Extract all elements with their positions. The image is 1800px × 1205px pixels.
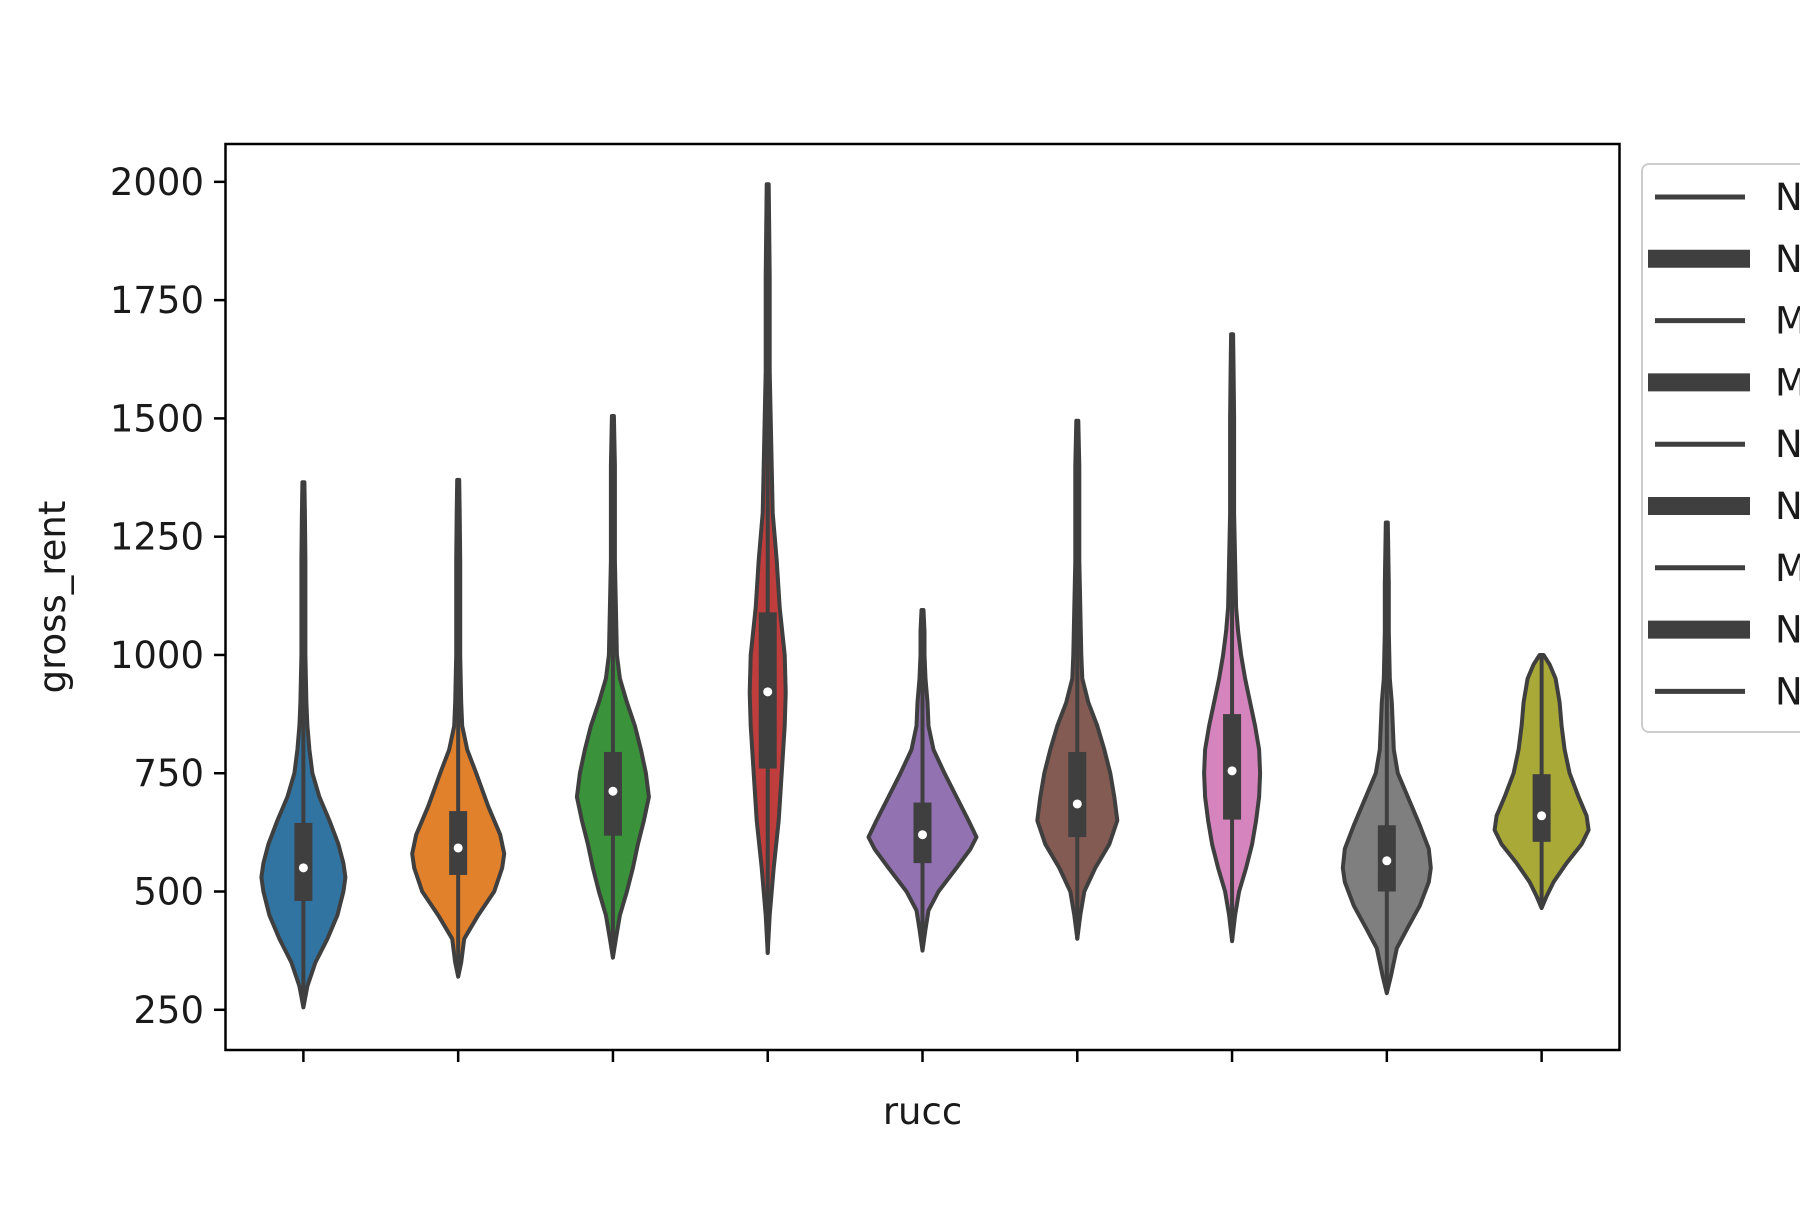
violin-iqr-box xyxy=(294,822,313,901)
violin-9 xyxy=(1492,653,1591,911)
violin-median-point xyxy=(1227,766,1237,776)
legend-label-4: M xyxy=(1775,361,1800,404)
legend-label-5: N xyxy=(1775,423,1800,466)
legend-label-7: M xyxy=(1775,547,1800,590)
legend-label-2: N xyxy=(1775,238,1800,281)
violin-7 xyxy=(1202,332,1263,944)
violin-median-point xyxy=(453,843,463,853)
violin-median-point xyxy=(1537,811,1547,821)
violin-iqr-box xyxy=(449,811,468,875)
violin-median-point xyxy=(1382,856,1392,866)
violins-group xyxy=(259,182,1591,1010)
y-tick-label: 750 xyxy=(133,752,204,795)
violin-iqr-box xyxy=(1532,774,1551,842)
violin-median-point xyxy=(763,687,773,697)
legend-label-6: N xyxy=(1775,485,1800,528)
violin-6 xyxy=(1035,418,1120,941)
y-tick-label: 500 xyxy=(133,871,204,914)
y-tick-label: 2000 xyxy=(110,161,204,204)
legend-label-1: N xyxy=(1775,176,1800,219)
violin-2 xyxy=(410,477,507,979)
violin-1 xyxy=(259,480,348,1010)
legend-label-9: N xyxy=(1775,670,1800,713)
y-tick-label: 1250 xyxy=(110,516,204,559)
y-tick-label: 250 xyxy=(133,989,204,1032)
x-axis xyxy=(302,1050,1543,1062)
violin-4 xyxy=(747,182,788,955)
x-axis-label: rucc xyxy=(883,1090,962,1133)
legend-label-8: N xyxy=(1775,609,1800,652)
y-tick-label: 1500 xyxy=(110,397,204,440)
y-tick-label: 1000 xyxy=(110,634,204,677)
y-tick-label: 1750 xyxy=(110,279,204,322)
violin-5 xyxy=(866,608,979,953)
violin-median-point xyxy=(608,786,618,796)
y-axis: 250 500 750 1000 1250 1500 1750 2000 xyxy=(110,161,226,1032)
legend-label-3: M xyxy=(1775,300,1800,343)
violin-iqr-box xyxy=(1068,751,1087,838)
violin-median-point xyxy=(1072,799,1082,809)
violin-median-point xyxy=(298,863,308,873)
y-axis-label: gross_rent xyxy=(31,501,74,694)
legend-frame xyxy=(1641,163,1800,733)
violin-8 xyxy=(1340,520,1433,996)
violin-3 xyxy=(574,414,651,960)
violin-median-point xyxy=(918,830,927,840)
